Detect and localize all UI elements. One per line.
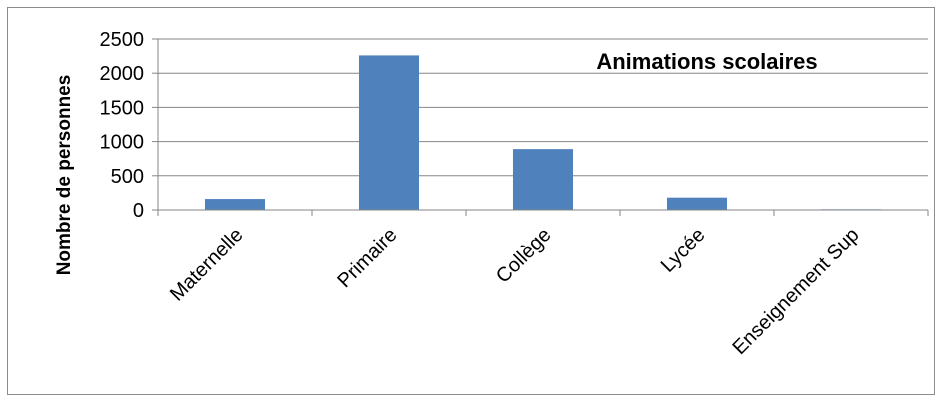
- y-tick-labels: 0 500 1000 1500 2000 2500: [100, 29, 145, 222]
- chart-title: Animations scolaires: [596, 49, 817, 74]
- y-tick-label: 1500: [100, 97, 145, 119]
- y-tick-label: 0: [133, 200, 144, 222]
- bar: [204, 199, 266, 210]
- category-label: Lycée: [657, 224, 710, 277]
- x-axis: [157, 209, 929, 216]
- y-tick-label: 2000: [100, 63, 145, 85]
- gridlines: [152, 38, 928, 211]
- y-axis-title: Nombre de personnes: [54, 75, 75, 276]
- y-tick-label: 1000: [100, 132, 145, 154]
- category-label: Primaire: [333, 224, 401, 292]
- bars: [204, 55, 882, 210]
- category-label: Enseignement Sup: [728, 224, 863, 359]
- y-tick-label: 500: [111, 166, 144, 188]
- y-tick-label: 2500: [100, 29, 145, 51]
- bar: [358, 55, 420, 210]
- category-label: Maternelle: [166, 224, 248, 306]
- bar: [666, 197, 728, 210]
- chart-frame: [7, 7, 935, 395]
- category-label: Collège: [492, 224, 556, 288]
- bar: [512, 149, 574, 210]
- category-labels: Maternelle Primaire Collège Lycée Enseigneme…: [166, 224, 864, 359]
